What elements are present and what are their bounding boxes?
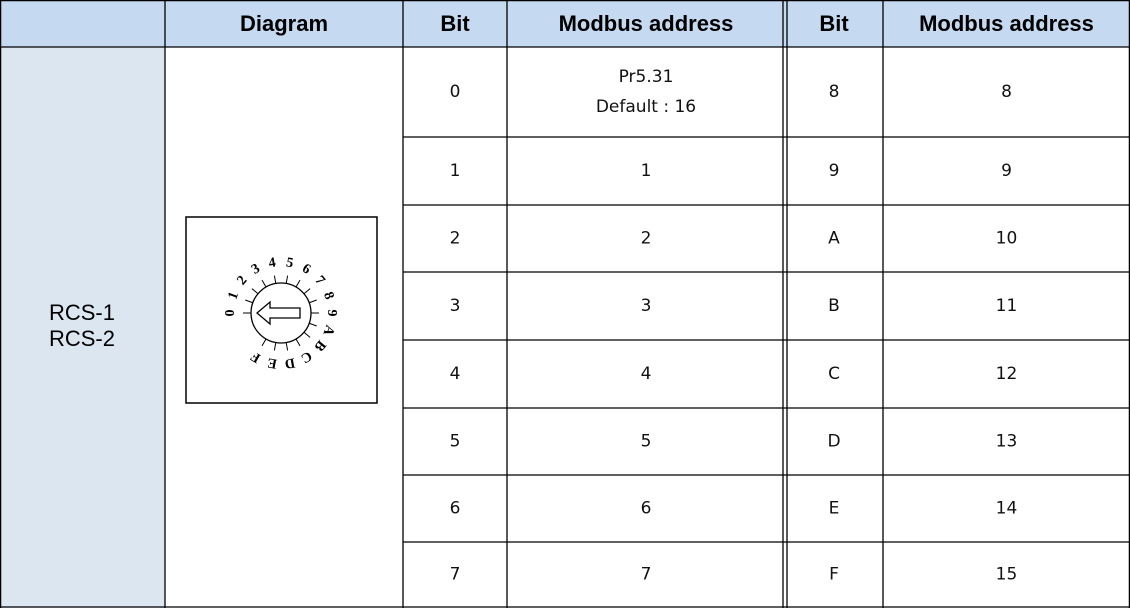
cell-text: Pr5.31 [619,67,674,87]
cell-text: 0 [450,82,461,102]
cell-text: 9 [829,161,840,181]
dial-tick [309,299,317,304]
cell-text: 8 [1001,82,1012,102]
dial-tick [273,342,277,351]
cell-text: 9 [1001,161,1012,181]
dial-label: 4 [268,255,277,271]
dial-tick [303,288,311,295]
cell-text: 2 [641,229,652,249]
cell-text: 6 [450,499,461,519]
row-label: RCS-2 [49,326,115,351]
header-bg [0,0,1130,47]
cell-text: 14 [996,499,1018,519]
dial-tick [285,275,289,284]
header-cell: Diagram [240,11,328,36]
cell-text: 3 [450,296,461,316]
header-cell: Bit [440,11,470,36]
cell-text: D [827,432,840,452]
dial-tick [285,342,289,351]
header-cell: Bit [819,11,849,36]
cell-text: F [829,565,839,585]
cell-text: 5 [450,432,461,452]
cell-text: 12 [996,364,1018,384]
dial-label: E [266,354,278,370]
cell-text: 4 [450,364,461,384]
dial-tick [295,338,301,347]
cell-text: 2 [450,229,461,249]
cell-text: Default : 16 [596,97,696,117]
cell-text: 13 [996,432,1018,452]
dial-label: D [283,354,296,371]
cell-text: 5 [641,432,652,452]
dial-tick [261,279,267,288]
dial-label: 1 [226,290,242,302]
dial-tick [295,279,301,288]
dial-tick [251,288,259,295]
dial-label: 8 [320,290,336,302]
cell-text: E [829,499,840,519]
cell-text: 8 [829,82,840,102]
dial-label: 0 [223,310,238,317]
row-label: RCS-1 [49,300,115,325]
cell-text: A [828,229,840,249]
cell-text: 1 [641,161,652,181]
cell-text: 4 [641,364,652,384]
dial-tick [309,322,317,327]
dial-tick [245,299,253,304]
cell-text: 15 [996,565,1018,585]
dial-tick [303,331,311,338]
cell-text: C [828,364,840,384]
label-column-bg [0,47,165,608]
cell-text: 7 [641,565,652,585]
cell-text: 7 [450,565,461,585]
header-cell: Modbus address [559,11,734,36]
dial-label: 5 [285,255,294,271]
cell-text: 1 [450,161,461,181]
cell-text: B [828,296,840,316]
cell-text: 6 [641,499,652,519]
cell-text: 3 [641,296,652,316]
dial-tick [261,338,267,347]
dial-label: 9 [324,310,339,317]
dial-tick [273,275,277,284]
dial-icon [185,216,378,404]
header-cell: Modbus address [919,11,1094,36]
cell-text: 11 [996,296,1018,316]
cell-text: 10 [996,229,1018,249]
